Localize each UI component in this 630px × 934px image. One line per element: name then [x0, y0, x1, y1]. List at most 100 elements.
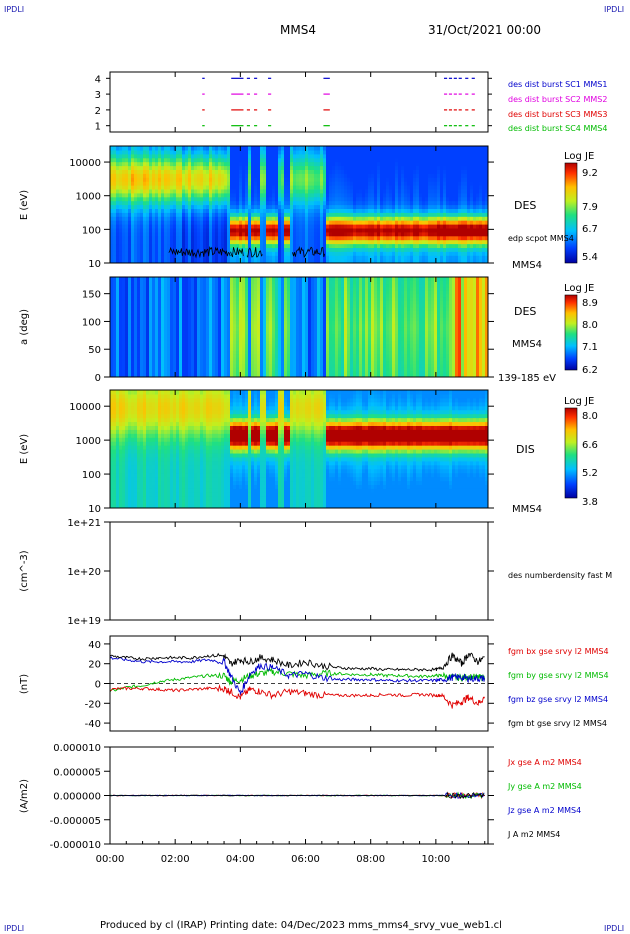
heatmap-cell	[476, 227, 480, 233]
heatmap-cell	[470, 208, 474, 213]
heatmap-cell	[437, 204, 441, 209]
heatmap-cell	[317, 192, 321, 198]
heatmap-cell	[296, 216, 300, 221]
heatmap-cell	[422, 196, 426, 202]
heatmap-cell	[368, 216, 372, 221]
heatmap-cell	[131, 200, 135, 206]
heatmap-cell	[467, 192, 471, 198]
heatmap-cell	[335, 220, 339, 225]
heatmap-cell	[116, 235, 120, 241]
heatmap-cell	[113, 224, 117, 229]
heatmap-cell	[113, 340, 117, 345]
heatmap-cell	[350, 224, 354, 229]
heatmap-cell	[476, 192, 480, 198]
heatmap-cell	[338, 247, 342, 252]
heatmap-cell	[122, 259, 126, 263]
heatmap-cell	[140, 149, 144, 155]
heatmap-cell	[164, 307, 168, 311]
heatmap-cell	[317, 235, 321, 241]
heatmap-cell	[404, 239, 408, 245]
heatmap-cell	[278, 161, 282, 167]
heatmap-cell	[317, 247, 321, 252]
heatmap-cell	[269, 169, 273, 174]
heatmap-cell	[344, 251, 348, 256]
heatmap-cell	[275, 259, 279, 263]
heatmap-cell	[437, 173, 441, 178]
heatmap-cell	[173, 323, 177, 328]
heatmap-cell	[158, 283, 162, 288]
heatmap-cell	[317, 153, 321, 159]
heatmap-cell	[167, 169, 171, 174]
heatmap-cell	[191, 235, 195, 241]
heatmap-cell	[122, 149, 126, 155]
heatmap-cell	[350, 200, 354, 206]
heatmap-cell	[407, 212, 411, 217]
heatmap-cell	[380, 146, 384, 151]
heatmap-cell	[203, 360, 207, 365]
heatmap-cell	[473, 235, 477, 241]
heatmap-cell	[227, 300, 231, 305]
heatmap-cell	[440, 146, 444, 151]
heatmap-cell	[341, 149, 345, 155]
heatmap-cell	[422, 239, 426, 245]
heatmap-cell	[176, 277, 180, 281]
heatmap-cell	[413, 192, 417, 198]
heatmap-cell	[389, 177, 393, 182]
heatmap-cell	[167, 290, 171, 295]
heatmap-cell	[140, 317, 144, 321]
heatmap-cell	[209, 290, 213, 295]
heatmap-cell	[116, 220, 120, 225]
heatmap-cell	[221, 357, 225, 361]
heatmap-cell	[329, 200, 333, 206]
heatmap-cell	[401, 239, 405, 245]
heatmap-cell	[263, 185, 267, 190]
heatmap-cell	[368, 227, 372, 233]
heatmap-cell	[359, 196, 363, 202]
heatmap-cell	[188, 370, 192, 375]
heatmap-cell	[194, 188, 198, 194]
heatmap-cell	[449, 196, 453, 202]
heatmap-cell	[203, 347, 207, 351]
heatmap-cell	[125, 283, 129, 288]
heatmap-cell	[116, 243, 120, 248]
heatmap-cell	[317, 185, 321, 190]
heatmap-cell	[158, 173, 162, 178]
heatmap-cell	[428, 157, 432, 163]
heatmap-cell	[122, 293, 126, 298]
heatmap-cell	[263, 188, 267, 194]
heatmap-cell	[182, 340, 186, 345]
heatmap-cell	[353, 259, 357, 263]
heatmap-cell	[371, 224, 375, 229]
heatmap-cell	[344, 192, 348, 198]
heatmap-cell	[158, 200, 162, 206]
heatmap-cell	[155, 297, 159, 301]
heatmap-cell	[473, 231, 477, 237]
heatmap-cell	[326, 247, 330, 252]
heatmap-cell	[203, 337, 207, 341]
heatmap-cell	[323, 181, 327, 186]
heatmap-cell	[155, 363, 159, 368]
heatmap-cell	[170, 327, 174, 331]
heatmap-cell	[218, 310, 222, 315]
heatmap-cell	[401, 247, 405, 252]
heatmap-cell	[173, 243, 177, 248]
heatmap-cell	[176, 243, 180, 248]
heatmap-cell	[149, 337, 153, 341]
heatmap-cell	[224, 373, 228, 377]
heatmap-cell	[158, 293, 162, 298]
heatmap-cell	[383, 161, 387, 167]
heatmap-cell	[410, 161, 414, 167]
heatmap-cell	[221, 297, 225, 301]
heatmap-cell	[431, 157, 435, 163]
heatmap-cell	[125, 360, 129, 365]
heatmap-cell	[425, 177, 429, 182]
heatmap-cell	[371, 165, 375, 170]
heatmap-cell	[224, 313, 228, 318]
heatmap-cell	[149, 303, 153, 308]
heatmap-cell	[194, 340, 198, 345]
heatmap-cell	[188, 196, 192, 202]
heatmap-cell	[329, 239, 333, 245]
heatmap-cell	[299, 220, 303, 225]
heatmap-cell	[206, 146, 210, 151]
heatmap-cell	[251, 169, 255, 174]
